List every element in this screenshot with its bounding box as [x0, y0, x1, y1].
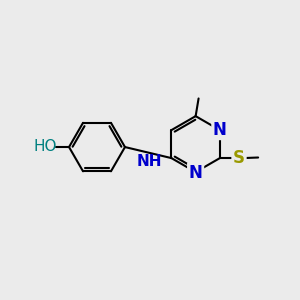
Text: HO: HO	[33, 139, 57, 154]
Text: S: S	[233, 149, 245, 167]
Text: N: N	[213, 121, 227, 139]
Text: N: N	[189, 164, 202, 182]
Text: NH: NH	[137, 154, 162, 169]
